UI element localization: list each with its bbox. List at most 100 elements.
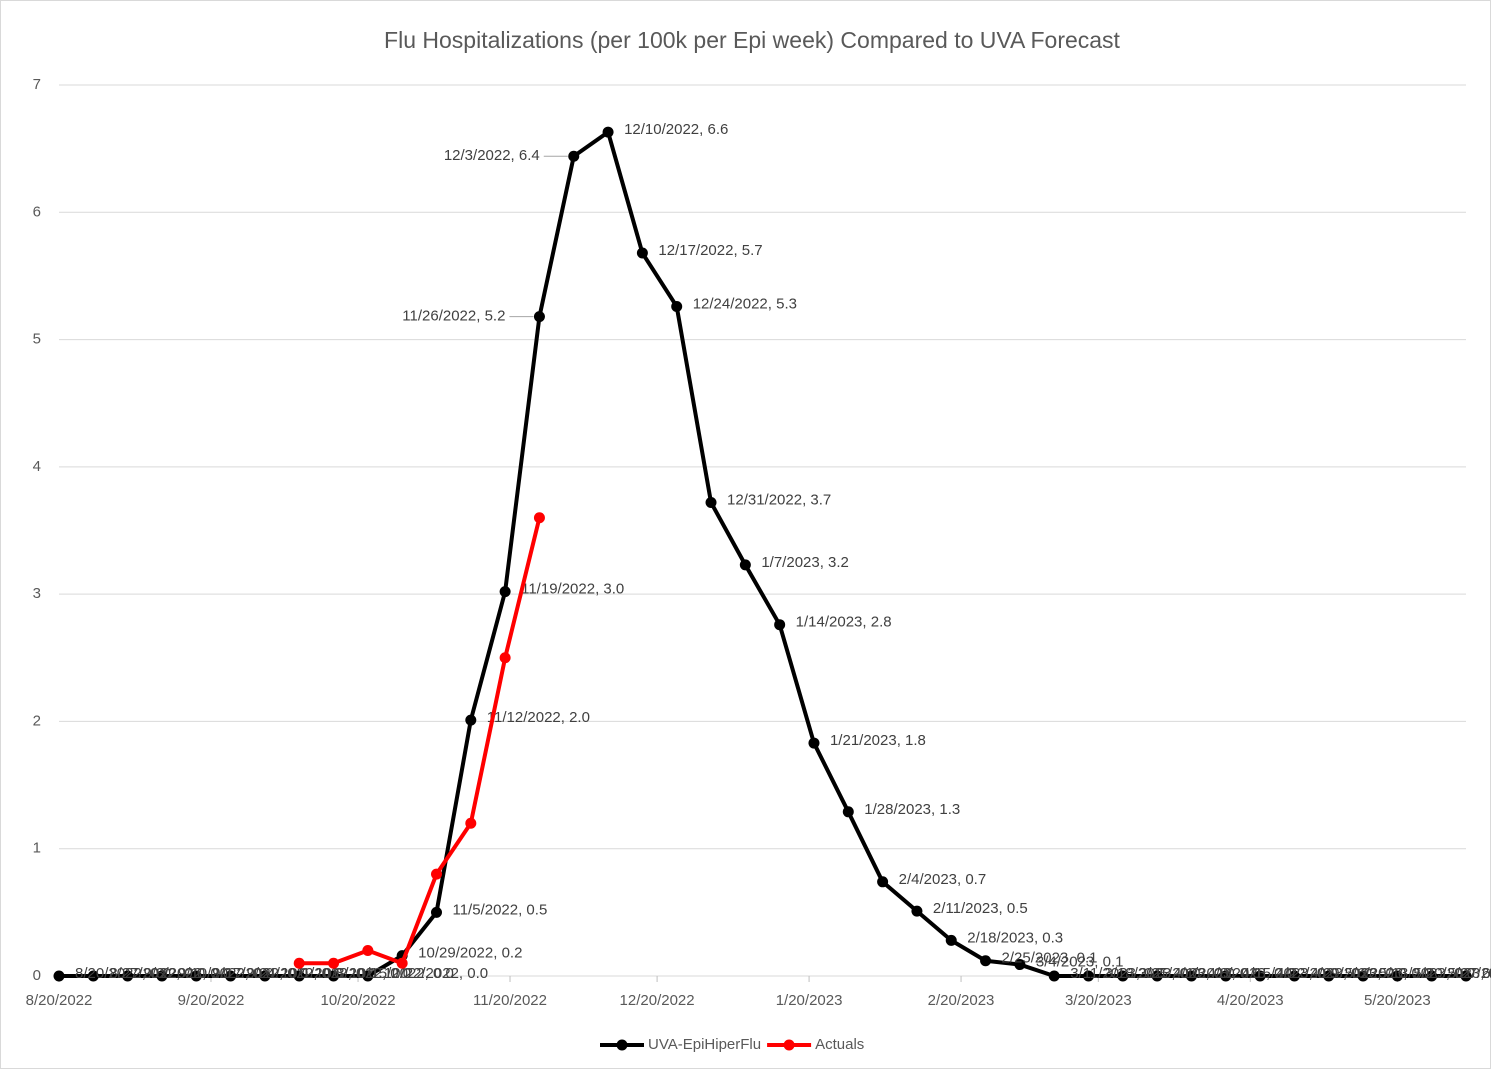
data-label: 1/28/2023, 1.3	[864, 801, 960, 818]
data-label: 12/31/2022, 3.7	[727, 491, 831, 508]
legend-marker	[783, 1039, 795, 1051]
data-label: 1/21/2023, 1.8	[830, 732, 926, 749]
x-tick-label: 11/20/2022	[473, 992, 547, 1009]
data-point	[362, 970, 374, 982]
data-label: 12/17/2022, 5.7	[658, 242, 762, 259]
data-label: 1/7/2023, 3.2	[761, 554, 849, 571]
data-point	[293, 970, 305, 982]
data-point	[636, 247, 648, 259]
data-point	[1357, 970, 1369, 982]
data-label: 11/5/2022, 0.5	[452, 901, 547, 918]
data-point	[945, 934, 957, 946]
x-tick-label: 5/20/2023	[1364, 992, 1431, 1009]
data-point	[499, 652, 511, 664]
legend-marker	[616, 1039, 628, 1051]
y-tick-label: 2	[33, 712, 41, 729]
data-point	[1220, 970, 1232, 982]
data-point	[1323, 970, 1335, 982]
data-point	[328, 970, 340, 982]
data-point	[430, 906, 442, 918]
y-tick-label: 0	[33, 967, 41, 984]
data-point	[842, 806, 854, 818]
data-point	[465, 714, 477, 726]
y-tick-label: 4	[33, 458, 41, 475]
data-label: 3/25/2023, 0.0	[1139, 965, 1235, 982]
data-label: 11/26/2022, 5.2	[402, 308, 505, 325]
y-tick-label: 7	[33, 76, 41, 93]
data-point	[362, 945, 374, 957]
data-label: 4/29/2023, 0.0	[1310, 965, 1406, 982]
x-tick-label: 3/20/2023	[1065, 992, 1132, 1009]
data-label: 8/27/2022, 0.0	[109, 965, 205, 982]
data-point	[911, 905, 923, 917]
data-point	[328, 957, 340, 969]
data-point	[499, 586, 511, 598]
data-label: 3/4/2023, 0.1	[1036, 954, 1124, 971]
x-tick-label: 10/20/2022	[321, 992, 396, 1009]
data-label: 12/3/2022, 6.4	[444, 147, 540, 164]
data-point	[1117, 970, 1129, 982]
legend-label: Actuals	[815, 1036, 864, 1053]
data-point	[190, 970, 202, 982]
data-point	[602, 126, 614, 138]
data-point	[739, 559, 751, 571]
data-point	[808, 737, 820, 749]
data-label: 12/10/2022, 6.6	[624, 121, 728, 138]
data-point	[877, 876, 889, 888]
data-label: 10/15/2022, 0.0	[350, 965, 454, 982]
data-label: 9/17/2022, 0.0	[212, 965, 308, 982]
data-label: 4/22/2023, 0.0	[1276, 965, 1372, 982]
series-line	[59, 130, 1466, 978]
data-point	[1254, 970, 1266, 982]
data-point	[1014, 959, 1026, 971]
data-label: 3/18/2023, 0.0	[1105, 965, 1201, 982]
x-tick-label: 12/20/2022	[620, 992, 695, 1009]
data-label: 2/18/2023, 0.3	[967, 929, 1063, 946]
y-tick-label: 5	[33, 331, 41, 348]
data-point	[465, 817, 477, 829]
data-point	[225, 970, 237, 982]
data-point	[1185, 970, 1197, 982]
data-label: 9/3/2022, 0.0	[144, 965, 232, 982]
data-point	[156, 970, 168, 982]
data-point	[980, 955, 992, 967]
y-tick-label: 3	[33, 585, 41, 602]
data-point	[568, 150, 580, 162]
data-point	[1426, 970, 1438, 982]
data-point	[774, 619, 786, 631]
data-point	[705, 496, 717, 508]
data-point	[53, 970, 65, 982]
data-label: 10/22/2022, 0.0	[384, 965, 488, 982]
data-label: 2/4/2023, 0.7	[899, 871, 987, 888]
data-point	[1151, 970, 1163, 982]
data-point	[1048, 970, 1060, 982]
data-point	[533, 512, 545, 524]
data-label: 11/12/2022, 2.0	[487, 709, 590, 726]
x-tick-label: 8/20/2022	[26, 992, 93, 1009]
data-point	[533, 311, 545, 323]
data-label: 10/1/2022, 0.0	[281, 965, 377, 982]
data-point	[1460, 970, 1472, 982]
y-tick-label: 1	[33, 840, 41, 857]
x-tick-label: 2/20/2023	[928, 992, 995, 1009]
data-label: 3/11/2023, 0.0	[1070, 965, 1165, 982]
data-label: 4/1/2023, 0.0	[1173, 965, 1261, 982]
data-label: 1/14/2023, 2.8	[796, 614, 892, 631]
y-tick-label: 6	[33, 203, 41, 220]
data-point	[87, 970, 99, 982]
x-tick-label: 4/20/2023	[1217, 992, 1284, 1009]
data-point	[122, 970, 134, 982]
data-point	[1083, 970, 1095, 982]
data-point	[671, 300, 683, 312]
data-label: 8/20/2022, 0.0	[75, 965, 171, 982]
data-label: 6/3/2023, 0.0	[1482, 965, 1491, 982]
data-label: 9/10/2022, 0.0	[178, 965, 274, 982]
data-label: 4/15/2023, 0.0	[1242, 965, 1338, 982]
data-point	[293, 957, 305, 969]
data-point	[430, 868, 442, 880]
data-label: 10/8/2022, 0.0	[315, 965, 411, 982]
series-line	[299, 517, 542, 966]
data-point	[259, 970, 271, 982]
